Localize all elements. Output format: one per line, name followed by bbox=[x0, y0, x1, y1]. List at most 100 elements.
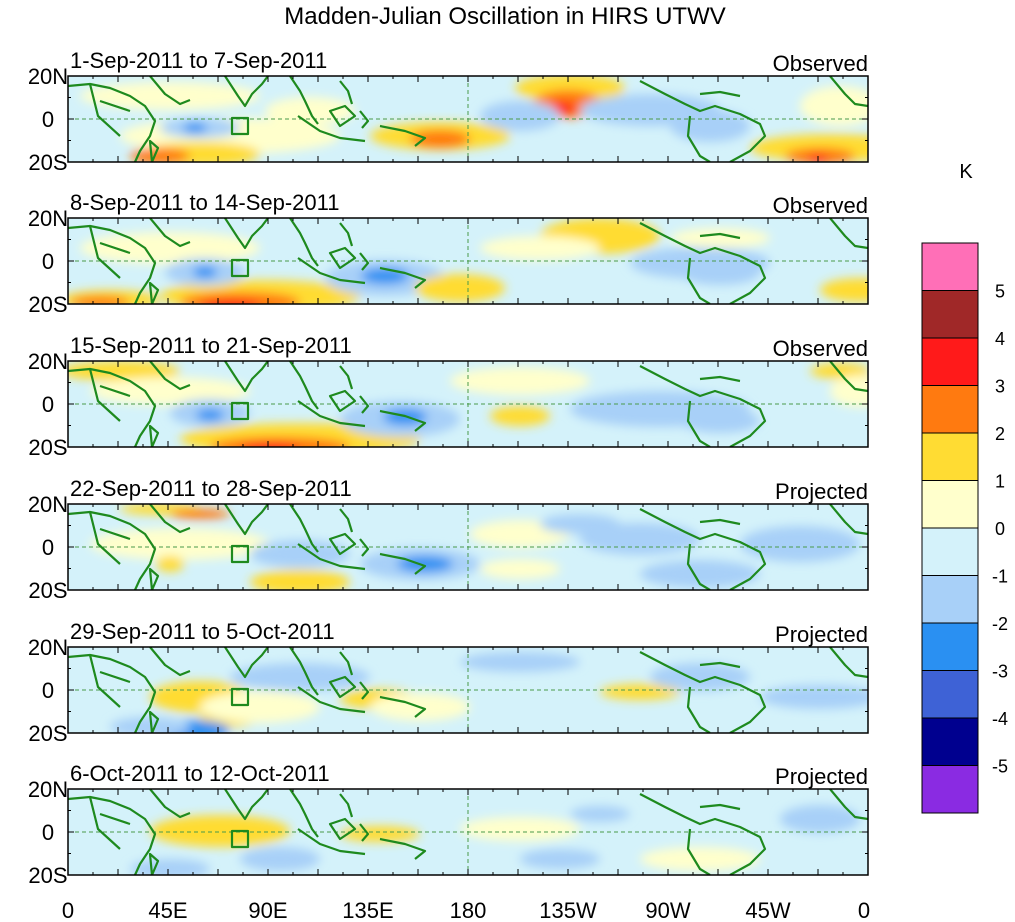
panel-kind: Projected bbox=[775, 479, 868, 504]
lat-label: 0 bbox=[42, 107, 54, 132]
anomaly-blob bbox=[68, 361, 180, 381]
anomaly-blob bbox=[410, 130, 470, 148]
anomaly-blob bbox=[820, 278, 868, 302]
map-panel: 20N 0 20S 15-Sep-2011 to 21-Sep-2011 Observe… bbox=[28, 333, 869, 460]
lat-label: 20S bbox=[28, 435, 67, 460]
anomaly-blob bbox=[196, 409, 224, 421]
lat-label: 20S bbox=[28, 863, 67, 888]
coastlines bbox=[68, 361, 868, 447]
anomaly-blob bbox=[90, 528, 270, 560]
anomaly-blob bbox=[670, 228, 770, 248]
lon-label-3: 135E bbox=[342, 898, 393, 922]
colorbar-segment bbox=[921, 670, 979, 719]
colorbar: 5 4 3 2 1 0 -1 -2 -3 -4 -5 bbox=[921, 242, 1008, 814]
anomaly-field bbox=[68, 504, 868, 590]
colorbar-label: 5 bbox=[995, 282, 1005, 302]
anomaly-blob bbox=[80, 232, 260, 264]
anomaly-blob bbox=[241, 443, 299, 447]
anomaly-blob bbox=[780, 805, 860, 833]
lat-label: 20S bbox=[28, 578, 67, 603]
anomaly-field bbox=[68, 647, 868, 733]
colorbar-segment bbox=[921, 765, 979, 814]
colorbar-segment bbox=[921, 717, 979, 766]
anomaly-blob bbox=[640, 560, 760, 588]
colorbar-label: 4 bbox=[995, 329, 1005, 349]
lat-label: 20N bbox=[28, 64, 68, 89]
anomaly-blob bbox=[193, 266, 217, 278]
anomaly-blob bbox=[600, 684, 680, 700]
panel-date-range: 22-Sep-2011 to 28-Sep-2011 bbox=[70, 476, 352, 501]
anomaly-blob bbox=[240, 847, 320, 871]
lon-label-7: 45W bbox=[745, 898, 790, 922]
lon-label-6: 90W bbox=[645, 898, 690, 922]
anomaly-blob bbox=[520, 849, 600, 869]
anomaly-blob bbox=[90, 377, 250, 405]
lat-label: 0 bbox=[42, 392, 54, 417]
anomaly-blob bbox=[570, 806, 630, 822]
map-panel: 20N 0 20S 22-Sep-2011 to 28-Sep-2011 Project… bbox=[28, 476, 869, 603]
panel-date-range: 29-Sep-2011 to 5-Oct-2011 bbox=[70, 619, 335, 644]
anomaly-blob bbox=[201, 300, 259, 304]
lat-label: 0 bbox=[42, 249, 54, 274]
colorbar-label: -4 bbox=[992, 709, 1008, 729]
anomaly-blob bbox=[230, 663, 370, 691]
lat-label: 20N bbox=[28, 635, 68, 660]
anomaly-blob bbox=[130, 148, 190, 162]
colorbar-label: 2 bbox=[995, 424, 1005, 444]
anomaly-blob bbox=[760, 685, 868, 709]
colorbar-label: 1 bbox=[995, 472, 1005, 492]
anomaly-blob bbox=[450, 367, 590, 395]
anomaly-blob bbox=[110, 717, 190, 733]
panel-kind: Projected bbox=[775, 764, 868, 789]
panel-date-range: 6-Oct-2011 to 12-Oct-2011 bbox=[70, 761, 330, 786]
lon-label-4: 180 bbox=[450, 898, 487, 922]
anomaly-blob bbox=[80, 82, 260, 110]
lat-label: 20N bbox=[28, 349, 68, 374]
anomaly-field bbox=[68, 789, 868, 875]
lat-label: 0 bbox=[42, 820, 54, 845]
anomaly-blob bbox=[460, 652, 580, 672]
map-panel: 20N 0 20S 6-Oct-2011 to 12-Oct-2011 Projecte… bbox=[28, 761, 869, 888]
anomaly-blob bbox=[156, 556, 184, 572]
lat-label: 20S bbox=[28, 150, 67, 175]
colorbar-label: -5 bbox=[992, 757, 1008, 777]
colorbar-segment bbox=[921, 575, 979, 624]
panel-kind: Projected bbox=[775, 622, 868, 647]
figure-title: Madden-Julian Oscillation in HIRS UTWV bbox=[284, 3, 725, 30]
anomaly-blob bbox=[670, 110, 750, 142]
units-label: K bbox=[959, 161, 973, 183]
anomaly-blob bbox=[200, 691, 320, 723]
anomaly-blob bbox=[180, 819, 240, 839]
anomaly-blob bbox=[170, 509, 230, 519]
anomaly-blob bbox=[180, 292, 300, 304]
colorbar-segment bbox=[921, 290, 979, 339]
coastlines bbox=[68, 504, 868, 590]
anomaly-blob bbox=[415, 274, 505, 302]
lon-label-0: 0 bbox=[62, 898, 74, 922]
lon-label-2: 90E bbox=[248, 898, 287, 922]
colorbar-segment bbox=[921, 242, 979, 291]
panel-kind: Observed bbox=[773, 193, 868, 218]
anomaly-blob bbox=[650, 663, 750, 691]
anomaly-blob bbox=[540, 514, 620, 534]
anomaly-blob bbox=[480, 559, 560, 579]
coastlines bbox=[68, 647, 868, 733]
anomaly-blob bbox=[460, 817, 580, 841]
lon-label-8: 0 bbox=[858, 898, 870, 922]
colorbar-segment bbox=[921, 432, 979, 481]
coastlines bbox=[68, 789, 868, 875]
colorbar-segment bbox=[921, 622, 979, 671]
anomaly-blob bbox=[740, 526, 860, 562]
anomaly-blob bbox=[480, 236, 600, 260]
coastlines bbox=[68, 218, 868, 304]
colorbar-segment bbox=[921, 337, 979, 386]
anomaly-blob bbox=[830, 375, 868, 407]
anomaly-blob bbox=[340, 826, 420, 842]
anomaly-blob bbox=[183, 123, 207, 133]
lon-label-5: 135W bbox=[539, 898, 597, 922]
map-panel: 20N 0 20S 29-Sep-2011 to 5-Oct-2011 Projecte… bbox=[28, 619, 869, 746]
colorbar-label: -2 bbox=[992, 614, 1008, 634]
colorbar-segment bbox=[921, 385, 979, 434]
colorbar-label: 3 bbox=[995, 377, 1005, 397]
